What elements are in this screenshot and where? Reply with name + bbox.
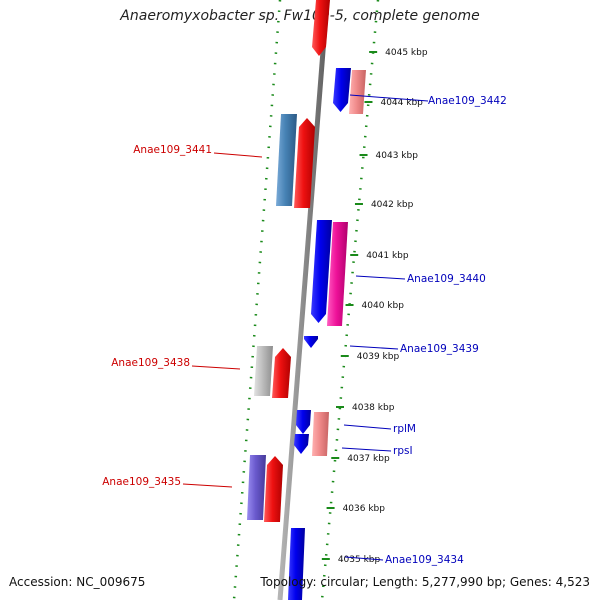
label-leader-line <box>213 152 263 158</box>
kbp-tick-label: 4035 kbp <box>338 555 381 565</box>
gene-label: Anae109_3435 <box>102 476 181 488</box>
label-leader-line <box>341 447 392 452</box>
kbp-tick-label: 4036 kbp <box>343 504 386 514</box>
gene-3435-purple <box>247 455 266 520</box>
accession-text: Accession: NC_009675 <box>9 575 146 589</box>
gene-label: rpsI <box>393 445 413 457</box>
gene-label: Anae109_3438 <box>111 357 190 369</box>
gene-rpl-pink <box>312 412 329 456</box>
gene-3442-blue <box>333 68 351 112</box>
kbp-tick-label: 4040 kbp <box>362 301 405 311</box>
map-title: Anaeromyxobacter sp. Fw109-5, complete g… <box>120 8 480 24</box>
gene-3438-red <box>272 348 291 398</box>
kbp-ticks: 4045 kbp 4044 kbp 4043 kbp 4042 kbp 4041 kbp… <box>321 48 428 565</box>
kbp-tick-label: 4041 kbp <box>366 251 409 261</box>
genome-backbone <box>277 0 330 600</box>
label-leader-line <box>355 275 406 280</box>
gene-3442-pink <box>349 70 366 114</box>
label-leader-line <box>349 345 399 350</box>
label-leader-line <box>182 483 233 488</box>
gene-3441-red <box>294 118 315 208</box>
gene-rplM-blue <box>296 410 311 434</box>
gene-3441-steelblue <box>276 114 297 206</box>
kbp-tick-label: 4037 kbp <box>347 454 390 464</box>
kbp-tick-label: 4038 kbp <box>352 403 395 413</box>
gene-3435-red <box>264 456 283 522</box>
kbp-tick-label: 4042 kbp <box>371 200 414 210</box>
topology-text: Topology: circular; Length: 5,277,990 bp… <box>260 575 590 589</box>
kbp-tick-label: 4044 kbp <box>380 98 423 108</box>
gene-3440-magenta <box>327 222 348 326</box>
kbp-tick-label: 4043 kbp <box>376 151 419 161</box>
gene-3440-blue <box>311 220 332 323</box>
label-leader-line <box>191 365 241 370</box>
gene-label: Anae109_3441 <box>133 144 212 156</box>
kbp-tick-label: 4045 kbp <box>385 48 428 58</box>
gene-rpsI-blue <box>294 434 309 454</box>
label-leader-line <box>344 556 384 561</box>
label-leader-line <box>343 424 392 430</box>
gene-labels: Anae109_3442 Anae109_3441 Anae109_3440 Anae… <box>102 94 507 566</box>
gene-3439-blue <box>304 336 318 348</box>
gene-features <box>247 0 366 600</box>
gene-label: Anae109_3440 <box>407 273 486 285</box>
gene-3434-blue <box>288 528 305 600</box>
gene-label: Anae109_3439 <box>400 343 479 355</box>
top-red-gene <box>312 0 330 56</box>
label-leader-line <box>349 94 429 102</box>
gene-label: Anae109_3434 <box>385 554 464 566</box>
gene-3438-grey <box>254 346 273 396</box>
gene-label: rplM <box>393 423 416 435</box>
gene-label: Anae109_3442 <box>428 95 507 107</box>
kbp-tick-label: 4039 kbp <box>357 352 400 362</box>
